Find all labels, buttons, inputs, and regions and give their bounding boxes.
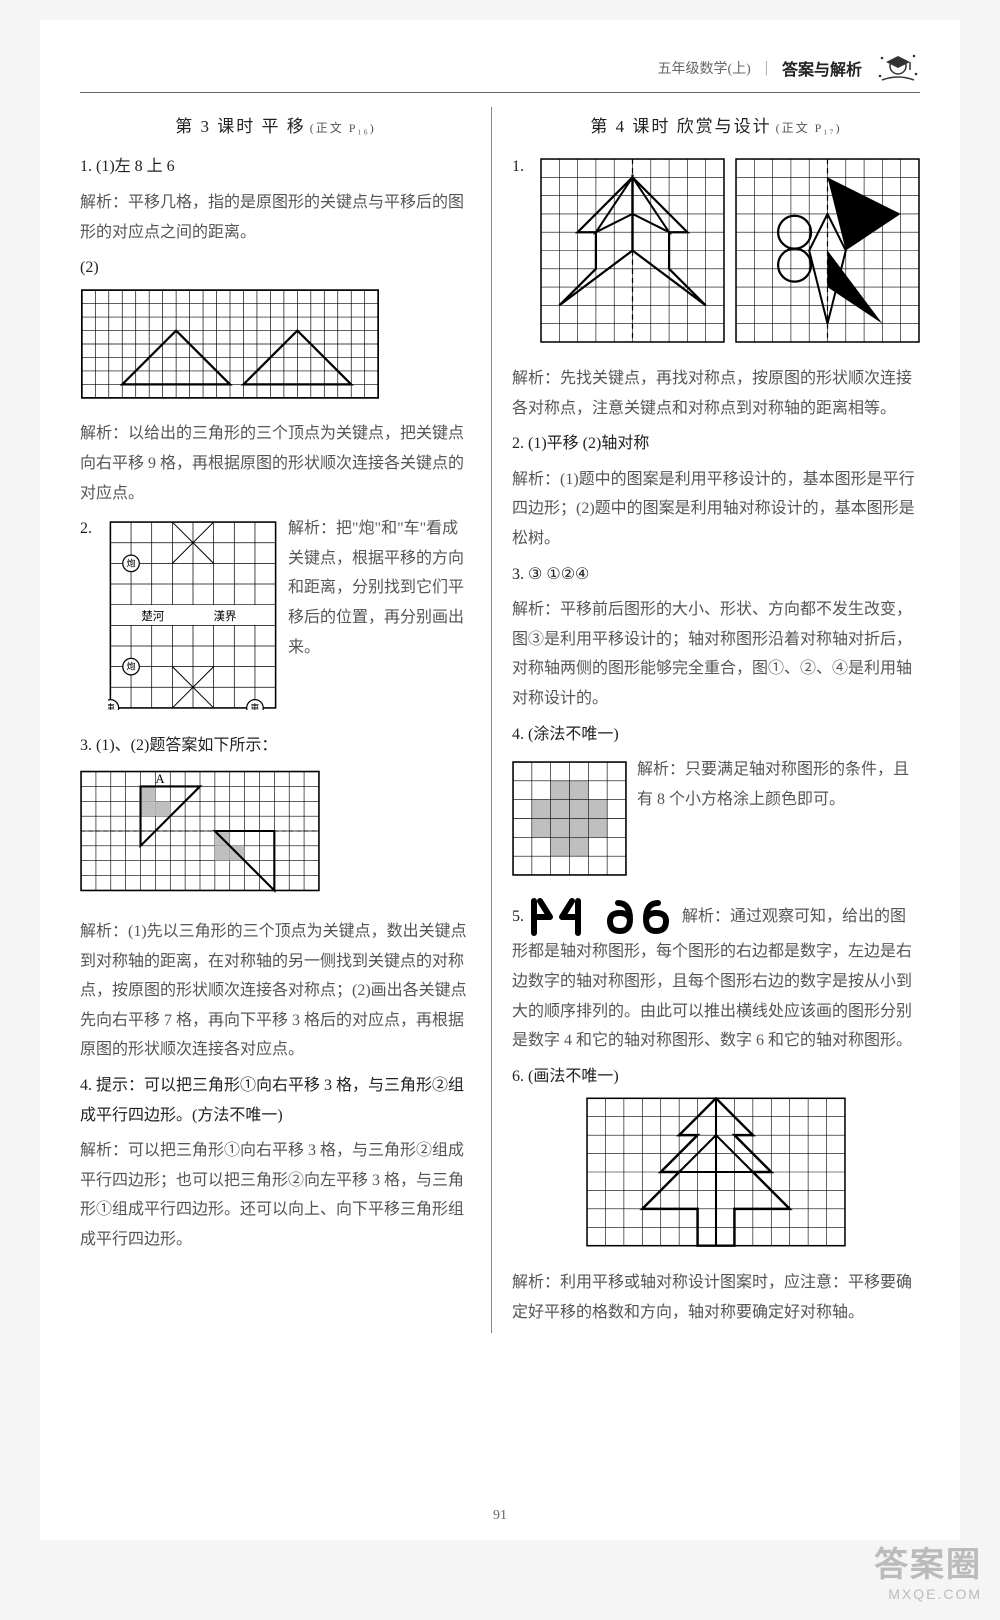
right-q4-explain: 解析：只要满足轴对称图形的条件，且有 8 个小方格涂上颜色即可。 xyxy=(637,755,920,814)
right-q3-explain: 解析：平移前后图形的大小、形状、方向都不发生改变，图③是利用平移设计的；轴对称图… xyxy=(512,595,920,713)
left-q2-figure: 楚河漢界炮炮車車 xyxy=(108,520,278,721)
left-q2-block: 2. 楚河漢界炮炮車車 解析：把"炮"和"车"看成关键点，根据平移的方向和距离，… xyxy=(80,514,471,731)
watermark: 答案圈 MXQE.COM xyxy=(874,1537,982,1602)
left-q1-b-label: (2) xyxy=(80,253,471,283)
svg-text:楚河: 楚河 xyxy=(141,609,164,623)
right-q2-answer: 2. (1)平移 (2)轴对称 xyxy=(512,429,920,459)
right-q1-figure-b xyxy=(735,158,920,354)
right-q1-block: 1. xyxy=(512,152,920,364)
right-q2-explain: 解析：(1)题中的图案是利用平移设计的，基本图形是平行四边形；(2)题中的图案是… xyxy=(512,465,920,554)
right-column: 第 4 课时 欣赏与设计 (正文 P₁₇) 1. 解析：先找关键点，再找对称点，按… xyxy=(512,107,920,1333)
left-q4-explain: 解析：可以把三角形①向右平移 3 格，与三角形②组成平行四边形；也可以把三角形②… xyxy=(80,1136,471,1254)
page-number: 91 xyxy=(40,1508,960,1524)
lesson-ref-left: (正文 P₁₆) xyxy=(310,121,376,135)
right-q6-figure xyxy=(512,1097,920,1258)
left-q1-fig-explain: 解析：以给出的三角形的三个顶点为关键点，把关键点向右平移 9 格，再根据原图的形… xyxy=(80,419,471,508)
page: 五年级数学(上) | 答案与解析 第 3 课时 平 移 (正文 P₁₆) 1. (… xyxy=(40,20,960,1540)
svg-text:車: 車 xyxy=(250,702,259,710)
svg-text:漢界: 漢界 xyxy=(214,610,237,623)
right-q4-answer: 4. (涂法不唯一) xyxy=(512,720,920,750)
left-q1-answer: 1. (1)左 8 上 6 xyxy=(80,152,471,182)
header-title: 答案与解析 xyxy=(782,56,862,80)
page-header: 五年级数学(上) | 答案与解析 xyxy=(80,50,920,93)
lesson-title-left: 第 3 课时 平 移 (正文 P₁₆) xyxy=(80,111,471,142)
scholar-icon xyxy=(876,50,920,86)
left-q1-figure xyxy=(80,289,471,410)
header-divider: | xyxy=(765,59,768,77)
right-q5-prefix: 5. xyxy=(512,908,528,925)
svg-text:車: 車 xyxy=(108,702,115,710)
svg-text:炮: 炮 xyxy=(126,661,135,673)
svg-text:A: A xyxy=(155,773,165,787)
right-q4-figure xyxy=(512,761,627,887)
right-q6-answer: 6. (画法不唯一) xyxy=(512,1062,920,1092)
right-q5-glyphs xyxy=(528,914,682,931)
svg-text:炮: 炮 xyxy=(126,558,135,570)
left-q2-explain: 解析：把"炮"和"车"看成关键点，根据平移的方向和距离，分别找到它们平移后的位置… xyxy=(288,514,471,662)
left-q1-explain: 解析：平移几格，指的是原图形的关键点与平移后的图形的对应点之间的距离。 xyxy=(80,188,471,247)
left-q3-explain: 解析：(1)先以三角形的三个顶点为关键点，数出关键点到对称轴的距离，在对称轴的另… xyxy=(80,917,471,1065)
left-q4-answer: 4. 提示：可以把三角形①向右平移 3 格，与三角形②组成平行四边形。(方法不唯… xyxy=(80,1071,471,1130)
left-q3-figure: A xyxy=(80,766,471,907)
right-q5-row: 5. 解析：通过观察可知，给出的图形都是轴对称图形，每个图形的右边都是数字，左边… xyxy=(512,897,920,1056)
right-q1-figure-a xyxy=(540,158,725,354)
left-column: 第 3 课时 平 移 (正文 P₁₆) 1. (1)左 8 上 6 解析：平移几格… xyxy=(80,107,471,1333)
right-q4-block: 解析：只要满足轴对称图形的条件，且有 8 个小方格涂上颜色即可。 xyxy=(512,755,920,897)
lesson-ref-right: (正文 P₁₇) xyxy=(776,121,842,135)
lesson-title-right-text: 第 4 课时 欣赏与设计 xyxy=(590,117,771,136)
watermark-line1: 答案圈 xyxy=(874,1537,982,1586)
right-q6-explain: 解析：利用平移或轴对称设计图案时，应注意：平移要确定好平移的格数和方向，轴对称要… xyxy=(512,1268,920,1327)
column-divider xyxy=(491,107,492,1333)
left-q3-answer: 3. (1)、(2)题答案如下所示： xyxy=(80,731,471,761)
lesson-title-left-text: 第 3 课时 平 移 xyxy=(175,117,306,136)
lesson-title-right: 第 4 课时 欣赏与设计 (正文 P₁₇) xyxy=(512,111,920,142)
right-q1-label: 1. xyxy=(512,152,530,182)
right-q3-answer: 3. ③ ①②④ xyxy=(512,560,920,590)
header-grade: 五年级数学(上) xyxy=(657,58,750,78)
two-column-layout: 第 3 课时 平 移 (正文 P₁₆) 1. (1)左 8 上 6 解析：平移几格… xyxy=(80,107,920,1333)
right-q1-explain: 解析：先找关键点，再找对称点，按原图的形状顺次连接各对称点，注意关键点和对称点到… xyxy=(512,364,920,423)
left-q2-label: 2. xyxy=(80,514,98,544)
